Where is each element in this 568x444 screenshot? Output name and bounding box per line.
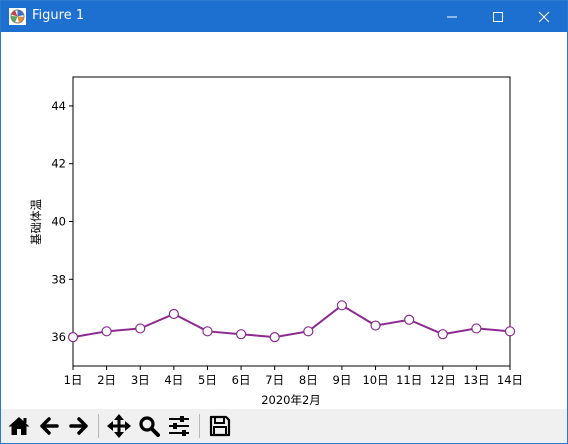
data-point — [471, 323, 482, 334]
minimize-button[interactable] — [429, 1, 475, 32]
x-tick-label: 5日 — [198, 373, 217, 387]
toolbar-separator — [98, 414, 99, 438]
data-point — [370, 320, 381, 331]
y-tick-label: 42 — [51, 157, 66, 171]
x-tick-label: 12日 — [430, 373, 456, 387]
x-tick-label: 13日 — [463, 373, 489, 387]
line-chart: 36 38 40 42 44 1日 2日 3日 4日 5日 6日 7日 8日 9日 10日 11日 12日 13… — [29, 76, 523, 407]
save-button[interactable] — [206, 412, 234, 440]
x-tick-label: 9日 — [333, 373, 352, 387]
y-tick-label: 38 — [51, 272, 66, 286]
figure-canvas[interactable]: 36 38 40 42 44 1日 2日 3日 4日 5日 6日 7日 8日 9日 10日 11日 12日 13… — [1, 32, 567, 409]
x-tick-label: 14日 — [497, 373, 523, 387]
title-bar[interactable]: Figure 1 — [1, 1, 567, 32]
close-icon — [538, 11, 550, 22]
navigation-toolbar — [1, 409, 567, 443]
forward-button[interactable] — [65, 412, 93, 440]
x-tick-label: 11日 — [396, 373, 422, 387]
zoom-button[interactable] — [135, 412, 163, 440]
x-tick-label: 4日 — [164, 373, 183, 387]
x-axis-label: 2020年2月 — [261, 393, 321, 407]
toolbar-separator — [199, 414, 200, 438]
floppy-disk-icon — [209, 415, 231, 437]
data-point — [336, 300, 348, 311]
x-tick-label: 3日 — [131, 373, 150, 387]
data-point — [67, 332, 79, 343]
sliders-icon — [169, 416, 189, 436]
data-point — [404, 314, 415, 325]
y-tick-label: 40 — [51, 215, 66, 229]
maximize-button[interactable] — [475, 1, 521, 32]
magnifier-icon — [139, 416, 160, 437]
x-tick-label: 10日 — [362, 373, 388, 387]
data-point — [202, 326, 213, 337]
move-icon — [107, 414, 131, 438]
x-tick-label: 1日 — [64, 373, 83, 387]
x-tick-label: 2日 — [97, 373, 116, 387]
data-point — [437, 329, 448, 340]
data-point — [303, 326, 314, 337]
maximize-icon — [493, 11, 503, 22]
data-point — [235, 329, 247, 340]
x-tick-label: 7日 — [265, 373, 284, 387]
y-tick-label: 44 — [51, 99, 66, 113]
minimize-icon — [447, 16, 457, 17]
pan-button[interactable] — [105, 412, 133, 440]
matplotlib-app-icon — [9, 8, 26, 25]
close-button[interactable] — [521, 1, 567, 32]
data-point — [168, 308, 179, 320]
x-tick-label: 8日 — [299, 373, 318, 387]
configure-subplots-button[interactable] — [165, 412, 193, 440]
y-tick-label: 36 — [51, 330, 66, 344]
data-point — [135, 323, 146, 334]
plot-frame — [72, 76, 511, 367]
arrow-right-icon — [69, 417, 88, 435]
data-point — [101, 326, 112, 337]
back-button[interactable] — [35, 412, 63, 440]
x-tick-label: 6日 — [232, 373, 251, 387]
home-button[interactable] — [5, 412, 33, 440]
data-point — [269, 332, 280, 343]
data-point — [504, 326, 516, 337]
series-line — [72, 304, 511, 339]
y-axis-label: 基础体温 — [29, 199, 43, 245]
home-icon — [8, 417, 30, 435]
arrow-left-icon — [40, 417, 59, 435]
window-title: Figure 1 — [32, 8, 85, 23]
